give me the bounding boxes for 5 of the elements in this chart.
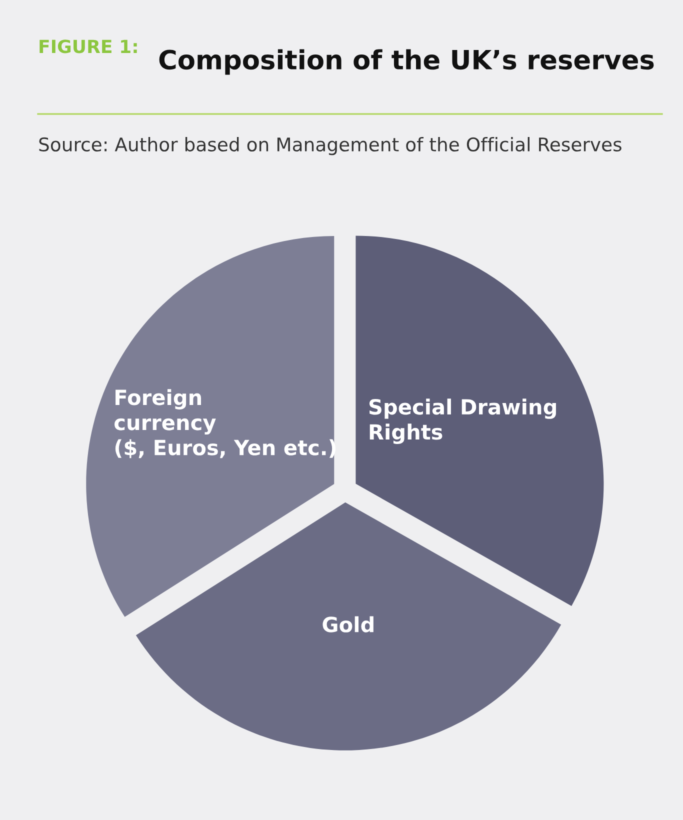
slice-label: Special Drawing Rights [369,398,556,444]
caption: FIGURE 1: [40,40,137,54]
chart-title: Composition of the UK’s reserves [159,49,654,75]
slice-label: Gold [322,616,374,632]
source-note: Source: Author based on Management of the Official Reserves [39,137,622,156]
